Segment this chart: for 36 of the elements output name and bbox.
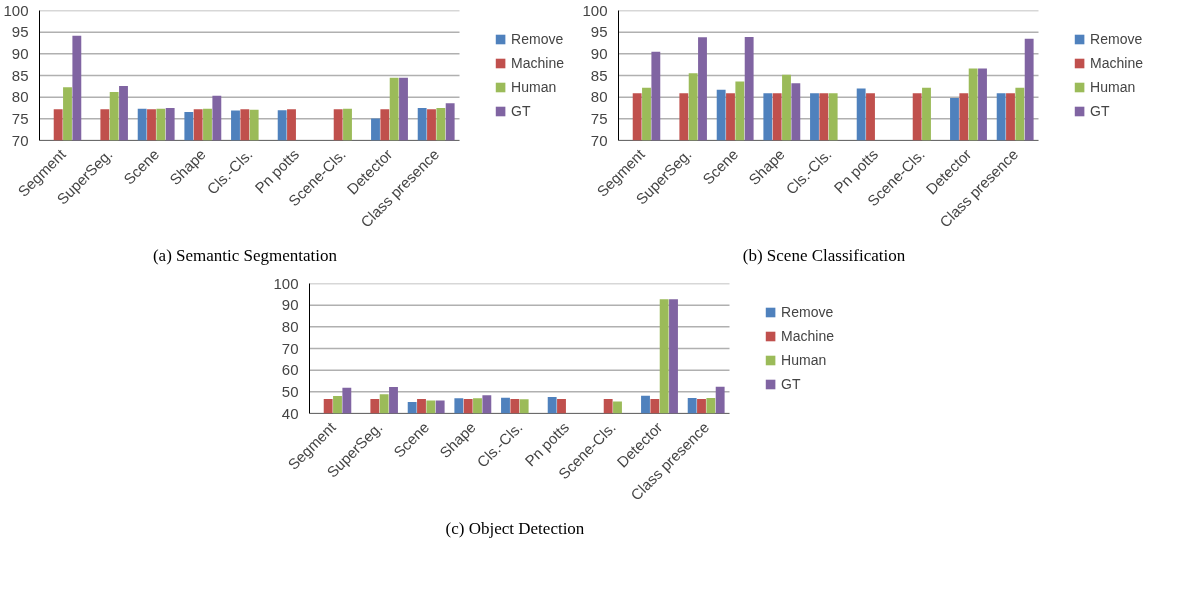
y-tick-label: 75 [11,109,29,127]
y-tick-label: 100 [3,1,29,19]
legend-label: Machine [1090,55,1143,71]
legend-label: GT [1090,103,1111,119]
y-tick-label: 90 [281,296,299,314]
y-tick-label: 80 [281,318,299,336]
legend-label: Remove [511,31,564,47]
legend-label: Machine [781,328,834,345]
legend-label: GT [511,103,532,119]
y-tick-label: 85 [590,66,608,84]
y-tick-label: 95 [11,23,29,41]
legend-label: Human [511,79,557,95]
legend-label: Human [1090,79,1136,95]
y-tick-label: 80 [590,88,608,106]
y-tick-label: 50 [281,383,299,401]
y-tick-label: 80 [11,88,29,106]
legend-label: GT [781,376,802,393]
y-tick-label: 100 [273,274,299,292]
text: (c) Object Detection [445,518,585,541]
y-tick-label: 95 [590,23,608,41]
text: (a) Semantic Segmentation [152,245,338,267]
text: (b) Scene Classification [742,245,906,267]
y-tick-label: 70 [11,131,29,149]
legend-label: Machine [511,55,564,71]
legend-label: Remove [781,304,834,321]
y-tick-label: 70 [590,131,608,149]
y-tick-label: 75 [590,109,608,127]
y-tick-label: 40 [281,404,299,422]
y-tick-label: 90 [590,44,608,62]
y-tick-label: 100 [582,1,608,19]
legend-label: Remove [1090,31,1143,47]
y-tick-label: 85 [11,66,29,84]
y-tick-label: 60 [281,361,299,379]
y-tick-label: 70 [281,339,299,357]
legend-label: Human [781,352,827,369]
y-tick-label: 90 [11,44,29,62]
